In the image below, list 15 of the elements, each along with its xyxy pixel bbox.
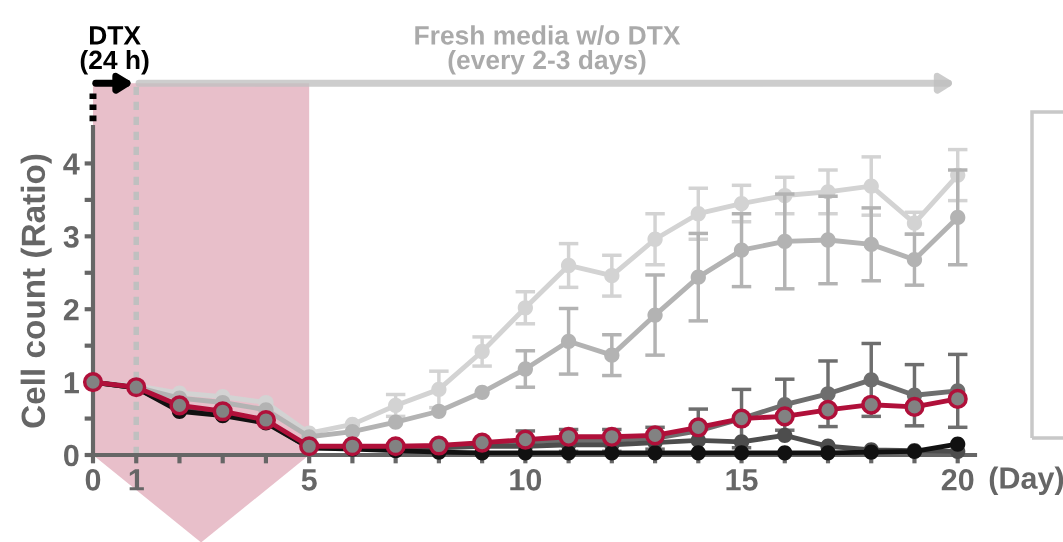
x-tick-label: 15 [726,469,758,491]
y-tick-label: 3 [63,226,79,248]
x-tick-label: 10 [510,469,542,491]
text: Fresh media w/o DTX (every 2-3 days) [415,25,681,75]
text: DTX (24 h) [80,26,149,75]
y-tick-label: 4 [63,153,80,175]
x-axis-title: (Day) [989,466,1063,495]
y-tick-label: 1 [64,372,79,394]
y-axis-title: Cell count (Ratio) [20,154,52,428]
x-tick-label: 20 [941,469,974,491]
y-tick-label: 2 [63,298,79,321]
x-tick-label: 5 [301,469,317,491]
x-tick-label: 1 [129,469,144,491]
y-tick-label: 0 [64,444,79,467]
x-tick-label: 0 [85,469,101,491]
